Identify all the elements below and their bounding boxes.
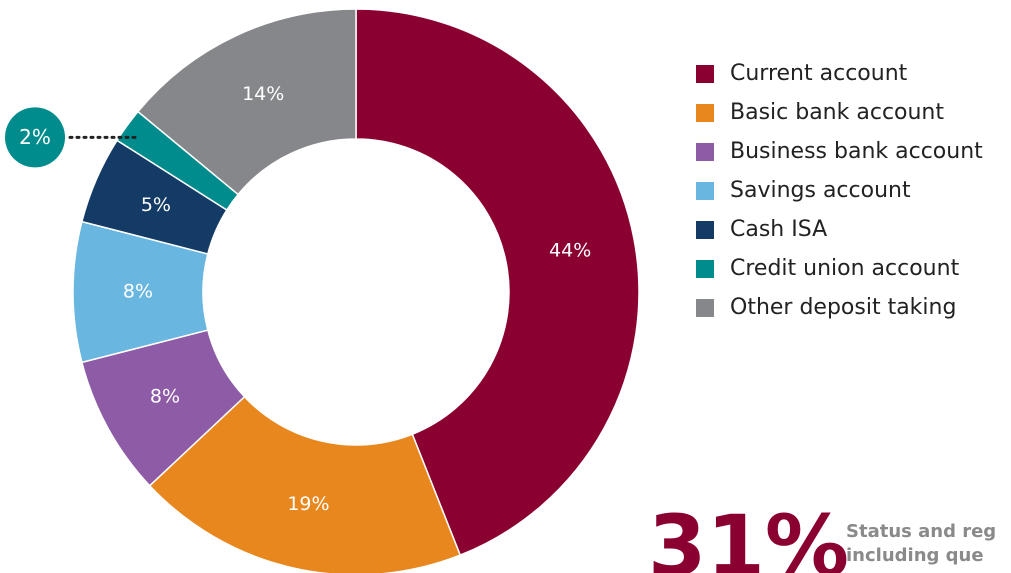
donut-segment — [136, 8, 357, 196]
highlight-text: Status and reg — [846, 521, 996, 542]
highlight-text: including que — [846, 545, 984, 566]
value-label: 8% — [123, 281, 153, 303]
legend-swatch — [696, 221, 714, 239]
donut-segment — [355, 8, 640, 557]
value-label: 14% — [242, 83, 284, 105]
legend-label: Business bank account — [730, 139, 983, 164]
callout-badge — [5, 107, 65, 168]
legend-swatch — [696, 260, 714, 278]
legend-label: Basic bank account — [730, 100, 944, 125]
legend-label: Current account — [730, 61, 908, 86]
legend-label: Cash ISA — [730, 217, 827, 242]
legend-swatch — [696, 65, 714, 83]
legend-label: Savings account — [730, 178, 911, 203]
legend-swatch — [696, 299, 714, 317]
legend-swatch — [696, 143, 714, 161]
value-label: 44% — [549, 240, 591, 262]
donut-segment — [148, 395, 462, 573]
value-label: 19% — [287, 493, 329, 515]
legend-swatch — [696, 104, 714, 122]
legend-label: Credit union account — [730, 256, 960, 281]
highlight-number: 31% — [648, 497, 849, 573]
legend-swatch — [696, 182, 714, 200]
value-label: 8% — [150, 386, 180, 408]
value-label: 2% — [19, 125, 51, 149]
value-label: 5% — [141, 194, 171, 216]
legend-label: Other deposit taking — [730, 295, 956, 320]
